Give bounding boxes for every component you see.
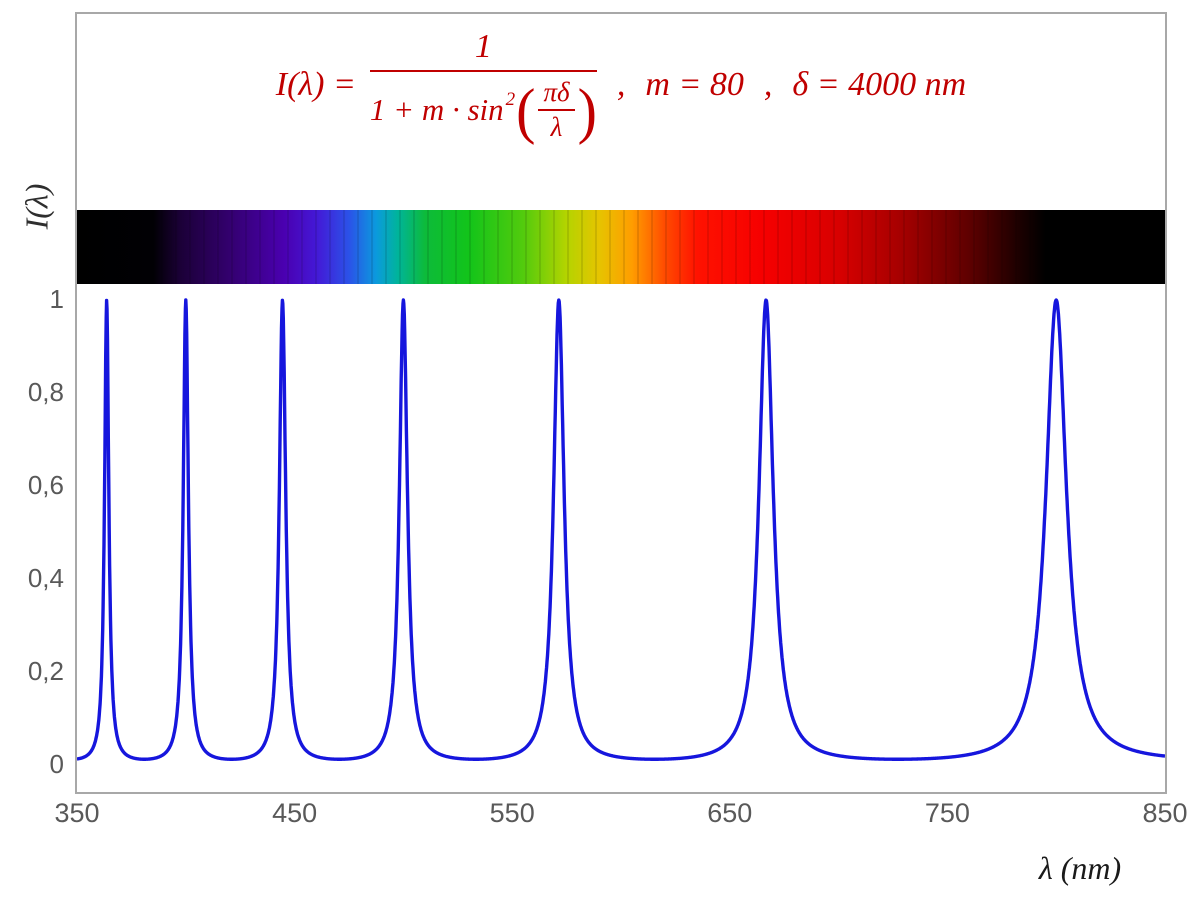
x-tick-label: 450	[272, 798, 318, 828]
param-m: m = 80	[645, 66, 744, 103]
inner-numerator: πδ	[538, 79, 575, 112]
x-axis-title: λ (nm)	[1038, 850, 1122, 886]
y-tick-label: 0	[49, 749, 64, 779]
inner-denominator: λ	[550, 112, 563, 143]
param-delta: δ = 4000 nm	[792, 66, 967, 103]
y-tick-label: 0,4	[27, 563, 64, 593]
formula-lhs: I(λ) =	[275, 66, 356, 103]
x-tick-label: 550	[489, 798, 535, 828]
formula-den-prefix: 1 + m · sin	[369, 92, 504, 128]
x-tick-label: 350	[54, 798, 100, 828]
y-tick-label: 0,6	[27, 470, 64, 500]
close-paren: )	[577, 75, 597, 146]
formula-inner-fraction: πδ λ	[538, 79, 575, 143]
x-tick-label: 850	[1142, 798, 1188, 828]
formula-exponent: 2	[505, 88, 516, 110]
y-axis-title: I(λ)	[18, 183, 55, 230]
y-tick-label: 0,8	[27, 377, 64, 407]
formula-comma-2: ,	[763, 66, 773, 103]
spectrum-striations	[77, 210, 1165, 284]
intensity-curve-svg	[77, 298, 1165, 761]
x-tick-label: 750	[924, 798, 970, 828]
formula-denominator: 1 + m · sin 2 ( πδ λ )	[370, 72, 597, 141]
formula-numerator: 1	[369, 28, 597, 73]
x-tick-label: 650	[707, 798, 753, 828]
plot-area	[77, 284, 1165, 784]
visible-spectrum-bar	[77, 210, 1165, 284]
formula: I(λ) = 1 1 + m · sin 2 ( πδ λ ) , m = 80 …	[77, 28, 1165, 141]
open-paren: (	[516, 75, 536, 146]
y-tick-label: 1	[49, 284, 64, 314]
formula-comma-1: ,	[616, 66, 626, 103]
y-tick-label: 0,2	[27, 656, 64, 686]
intensity-curve	[77, 298, 1165, 761]
formula-main-fraction: 1 1 + m · sin 2 ( πδ λ )	[369, 28, 597, 141]
figure-frame: I(λ) = 1 1 + m · sin 2 ( πδ λ ) , m = 80 …	[75, 12, 1167, 794]
